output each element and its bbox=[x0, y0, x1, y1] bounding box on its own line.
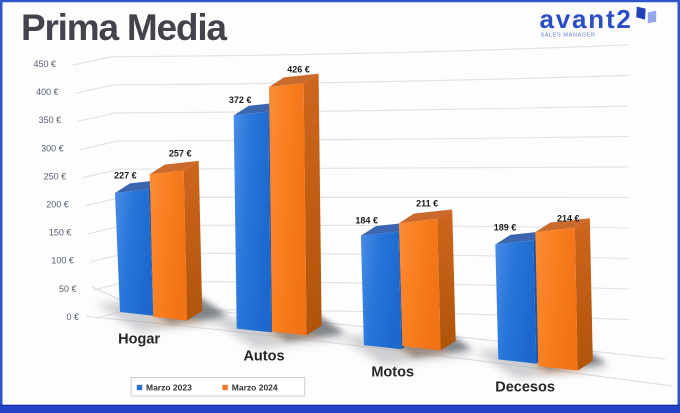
svg-text:211 €: 211 € bbox=[416, 199, 438, 209]
svg-text:Motos: Motos bbox=[371, 364, 414, 380]
svg-text:450 €: 450 € bbox=[33, 59, 56, 69]
svg-text:250 €: 250 € bbox=[44, 171, 67, 181]
svg-text:Marzo 2024: Marzo 2024 bbox=[232, 383, 278, 393]
svg-text:avant2: avant2 bbox=[540, 4, 633, 34]
svg-text:50 €: 50 € bbox=[59, 284, 77, 294]
svg-text:426 €: 426 € bbox=[287, 65, 310, 75]
svg-text:0 €: 0 € bbox=[66, 312, 79, 322]
svg-text:Hogar: Hogar bbox=[118, 332, 160, 348]
svg-text:350 €: 350 € bbox=[39, 115, 62, 125]
svg-text:400 €: 400 € bbox=[36, 87, 59, 97]
svg-text:300 €: 300 € bbox=[41, 143, 64, 153]
svg-text:214 €: 214 € bbox=[557, 214, 580, 224]
svg-text:SALES MANAGER: SALES MANAGER bbox=[541, 33, 596, 39]
svg-text:Autos: Autos bbox=[243, 349, 284, 365]
svg-text:200 €: 200 € bbox=[46, 200, 69, 210]
svg-text:257 €: 257 € bbox=[169, 149, 192, 159]
svg-text:Marzo 2023: Marzo 2023 bbox=[146, 383, 192, 393]
svg-text:Prima Media: Prima Media bbox=[21, 7, 227, 48]
svg-text:184 €: 184 € bbox=[355, 215, 378, 225]
svg-text:372 €: 372 € bbox=[229, 95, 252, 105]
svg-text:Decesos: Decesos bbox=[495, 379, 555, 395]
svg-text:150 €: 150 € bbox=[49, 228, 72, 238]
svg-text:189 €: 189 € bbox=[494, 223, 517, 233]
svg-text:227 €: 227 € bbox=[114, 170, 137, 180]
svg-text:100 €: 100 € bbox=[51, 256, 74, 266]
